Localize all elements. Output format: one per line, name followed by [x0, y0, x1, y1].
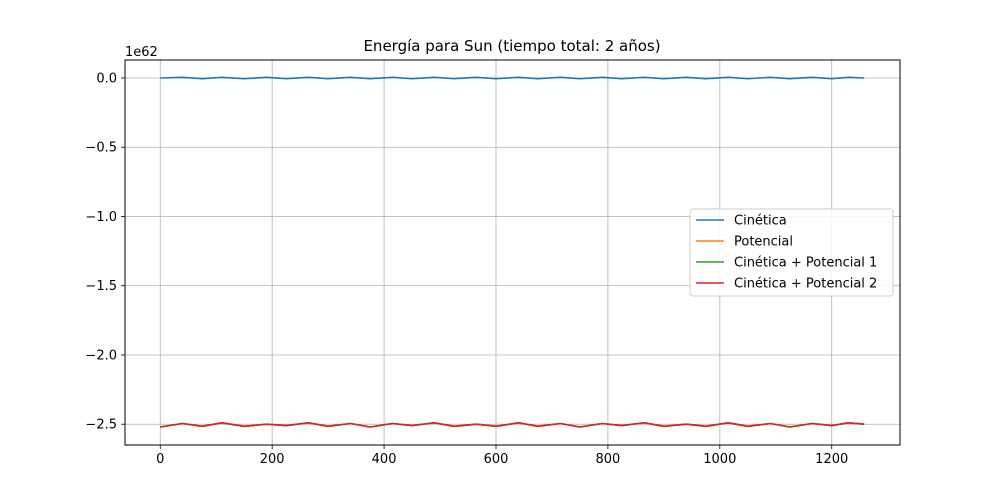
x-tick-label: 600 — [484, 452, 509, 467]
y-tick-label: −0.5 — [85, 141, 117, 156]
x-tick-label: 800 — [595, 452, 620, 467]
legend-box — [689, 208, 894, 297]
y-tick-label: −2.0 — [85, 348, 117, 363]
x-tick-label: 1200 — [815, 452, 848, 467]
y-offset-text: 1e62 — [125, 45, 158, 60]
x-tick-label: 400 — [372, 452, 397, 467]
x-tick-label: 200 — [260, 452, 285, 467]
x-tick-label: 1000 — [703, 452, 736, 467]
y-axis: 0.0 −0.5 −1.0 −1.5 −2.0 −2.5 — [85, 72, 125, 433]
plot-frame — [124, 59, 901, 446]
legend: Cinética Potencial Cinética + Potencial 1 C… — [689, 208, 894, 297]
x-axis: 0 200 400 600 800 1000 1200 — [156, 445, 848, 467]
x-tick-label: 0 — [156, 452, 164, 467]
legend-label: Cinética + Potencial 2 — [734, 277, 877, 292]
series-line-4 — [160, 421, 865, 428]
y-tick-label: 0.0 — [96, 72, 117, 87]
legend-label: Cinética + Potencial 1 — [734, 256, 877, 271]
series-layer — [160, 76, 865, 428]
y-tick-label: −1.5 — [85, 279, 117, 294]
legend-label: Potencial — [734, 235, 793, 250]
y-tick-label: −2.5 — [85, 418, 117, 433]
chart-title: Energía para Sun (tiempo total: 2 años) — [363, 37, 660, 55]
y-tick-label: −1.0 — [85, 210, 117, 225]
series-line-1 — [160, 76, 865, 80]
legend-label: Cinética — [734, 214, 787, 229]
